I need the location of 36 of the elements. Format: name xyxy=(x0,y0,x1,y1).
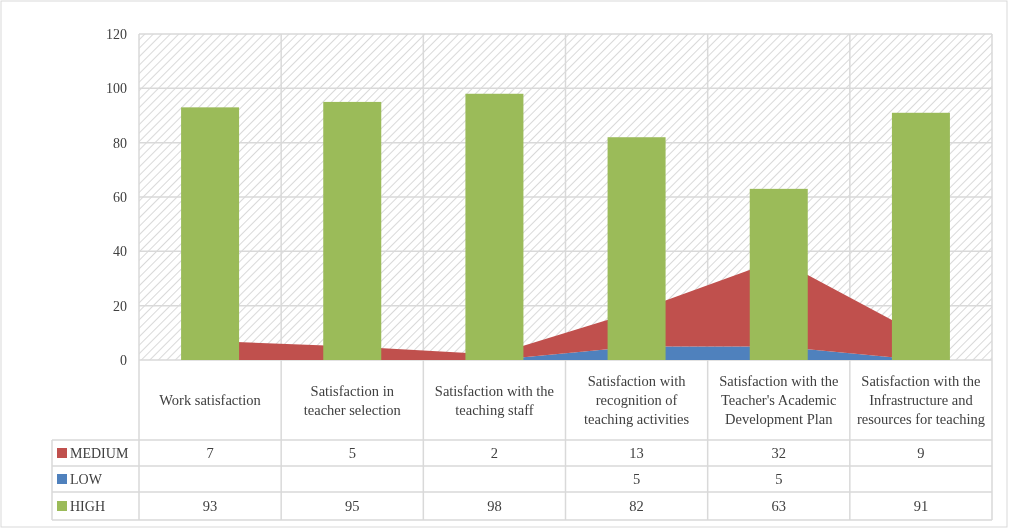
data-label: 82 xyxy=(629,498,644,515)
data-label: 32 xyxy=(771,445,786,462)
data-label: 7 xyxy=(206,445,214,462)
legend-label: HIGH xyxy=(70,498,105,514)
data-label: 93 xyxy=(202,498,218,515)
data-label: 5 xyxy=(348,445,356,462)
y-tick-label: 100 xyxy=(106,81,127,97)
data-label: 95 xyxy=(345,498,360,515)
y-tick-label: 80 xyxy=(113,135,127,151)
bar xyxy=(181,107,240,360)
data-label: 9 xyxy=(917,445,925,462)
data-label: 13 xyxy=(629,445,644,462)
data-label: 5 xyxy=(632,471,641,488)
x-tick-label: Satisfaction in teacher selection xyxy=(303,382,402,418)
y-tick-label: 60 xyxy=(113,189,127,205)
legend-label: LOW xyxy=(70,471,103,487)
x-tick-label: Satisfaction with the Teacher's Academic Development Plan xyxy=(719,373,839,428)
x-tick-label: Work satisfaction xyxy=(159,392,262,409)
legend-label: MEDIUM xyxy=(70,445,129,461)
data-label: 63 xyxy=(771,498,786,515)
bar xyxy=(749,188,808,360)
x-tick-label: Satisfaction with recognition of teaching activities xyxy=(584,373,690,428)
x-tick-label: Satisfaction with the teaching staff xyxy=(434,382,555,418)
y-tick-label: 0 xyxy=(120,352,127,368)
data-label: 98 xyxy=(487,498,502,515)
data-label: 5 xyxy=(775,471,783,488)
y-tick-label: 20 xyxy=(113,298,127,314)
data-label: 91 xyxy=(913,498,929,515)
bar xyxy=(607,137,666,360)
data-label: 2 xyxy=(490,445,499,462)
x-tick-label: Satisfaction with the Infrastructure and resources for teaching xyxy=(856,373,985,428)
bar xyxy=(891,112,950,360)
y-tick-label: 120 xyxy=(106,26,127,42)
bar xyxy=(465,93,524,360)
y-tick-label: 40 xyxy=(113,244,127,260)
bar xyxy=(323,101,382,360)
